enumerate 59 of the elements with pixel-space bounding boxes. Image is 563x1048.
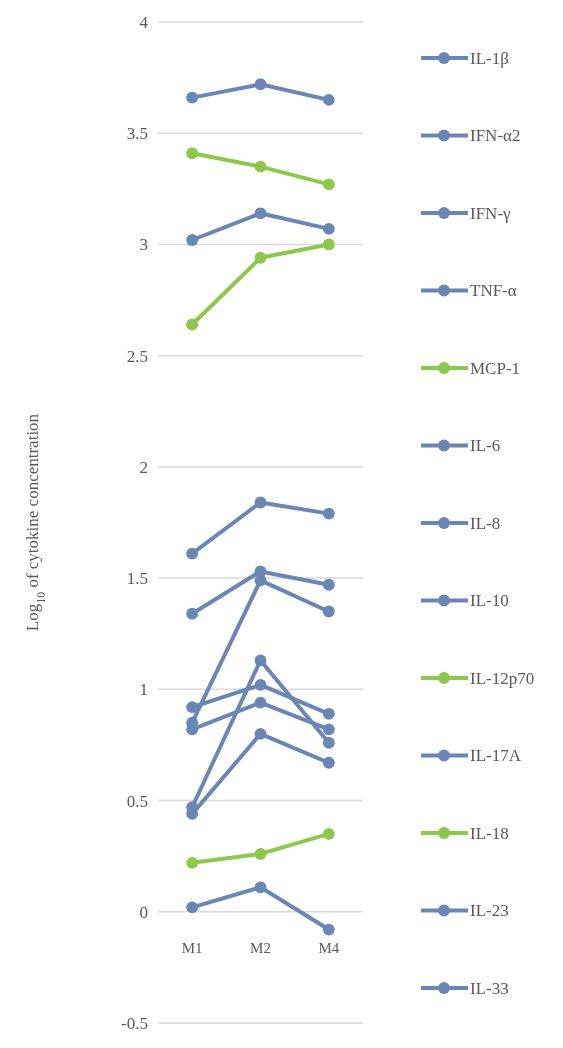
point xyxy=(254,654,267,667)
legend-label: IL-1β xyxy=(470,48,509,68)
point xyxy=(254,696,267,709)
y-tick-label: 1.5 xyxy=(126,569,148,589)
point xyxy=(254,78,267,91)
point xyxy=(254,678,267,691)
point xyxy=(322,238,335,251)
legend-label: IL-18 xyxy=(470,823,509,843)
point xyxy=(186,234,199,246)
point xyxy=(322,605,335,618)
legend-label: IL-6 xyxy=(470,436,501,456)
point xyxy=(186,91,199,104)
point xyxy=(186,147,199,160)
point xyxy=(254,160,267,173)
point xyxy=(186,607,199,620)
point xyxy=(254,848,267,860)
point xyxy=(186,701,199,714)
point xyxy=(254,496,267,509)
point xyxy=(254,207,267,220)
y-tick-label: 0 xyxy=(139,902,148,922)
point xyxy=(254,727,267,740)
y-tick-label: 1 xyxy=(139,680,148,700)
point xyxy=(322,93,335,106)
legend-label: IL-12p70 xyxy=(470,668,535,688)
y-tick-label: 2 xyxy=(139,457,148,477)
x-tick-label: M2 xyxy=(250,940,271,957)
y-tick-label: 4 xyxy=(139,12,149,32)
point xyxy=(186,547,199,560)
legend-label: TNF-α xyxy=(470,281,517,301)
point xyxy=(322,736,335,749)
legend-label: IL-17A xyxy=(470,746,522,766)
y-tick-label: 0.5 xyxy=(126,791,148,811)
point xyxy=(322,707,335,720)
y-tick-label: 3.5 xyxy=(126,124,148,144)
x-tick-label: M1 xyxy=(181,940,203,957)
point xyxy=(322,923,335,936)
point xyxy=(322,756,335,769)
point xyxy=(186,901,199,914)
point xyxy=(254,251,267,264)
point xyxy=(322,178,335,191)
point xyxy=(186,856,199,869)
point xyxy=(322,578,335,591)
legend-label: IL-33 xyxy=(470,978,509,998)
point xyxy=(254,881,267,894)
y-tick-label: 2.5 xyxy=(126,346,148,366)
point xyxy=(322,723,335,736)
point xyxy=(322,222,335,235)
point xyxy=(186,318,199,331)
legend-label: IFN-γ xyxy=(470,203,512,223)
point xyxy=(322,828,335,840)
legend-label: IFN-α2 xyxy=(470,126,521,146)
legend-label: MCP-1 xyxy=(470,358,521,378)
y-tick-label: -0.5 xyxy=(121,1013,148,1033)
point xyxy=(322,507,335,520)
legend-label: IL-8 xyxy=(470,513,501,533)
legend-label: IL-23 xyxy=(470,901,509,921)
legend-label: IL-10 xyxy=(470,591,509,611)
y-tick-label: 3 xyxy=(139,235,148,255)
x-tick-label: M4 xyxy=(318,940,340,957)
